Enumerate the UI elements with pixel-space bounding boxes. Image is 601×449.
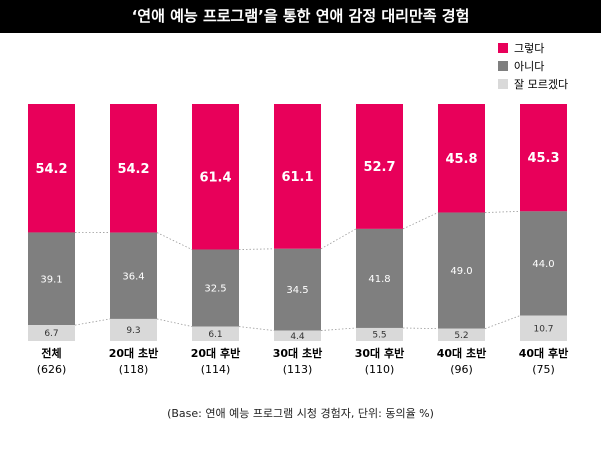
connector-lines bbox=[74, 210, 521, 331]
bar-segment-1-6 bbox=[520, 211, 567, 316]
bar-segment-1-2 bbox=[192, 249, 239, 327]
bar-segment-2-2 bbox=[192, 326, 239, 341]
legend-label-0: 그렇다 bbox=[514, 42, 544, 55]
x-tick-base-4: (110) bbox=[365, 363, 395, 376]
value-label-2-4: 5.5 bbox=[372, 331, 386, 341]
connector-line-0-2 bbox=[238, 248, 275, 250]
bar-segment-2-3 bbox=[274, 330, 321, 341]
bar-segment-0-2 bbox=[192, 104, 239, 250]
bar-segment-1-3 bbox=[274, 248, 321, 331]
connector-line-1-1 bbox=[156, 318, 193, 327]
value-label-0-1: 54.2 bbox=[117, 162, 149, 177]
bars-group bbox=[28, 104, 567, 341]
value-label-1-0: 39.1 bbox=[40, 274, 62, 285]
bar-segment-2-6 bbox=[520, 315, 567, 341]
connector-line-0-1 bbox=[156, 232, 193, 250]
connector-line-0-3 bbox=[320, 228, 357, 250]
x-tick-label-4: 30대 후반 bbox=[355, 346, 405, 360]
bar-segment-0-4 bbox=[356, 104, 403, 229]
x-axis-labels: 전체 (626) 20대 초반 (118) 20대 후반 (114) 30대 초반 (113)… bbox=[37, 346, 569, 376]
value-label-0-5: 45.8 bbox=[445, 152, 477, 167]
value-label-0-2: 61.4 bbox=[199, 170, 231, 185]
value-label-1-4: 41.8 bbox=[368, 274, 390, 285]
value-label-1-5: 49.0 bbox=[450, 266, 472, 277]
x-tick-base-2: (114) bbox=[201, 363, 231, 376]
connector-line-1-2 bbox=[238, 326, 275, 331]
value-labels: 54.2 39.1 6.7 54.2 36.4 9.3 61.4 32.5 6.1 61.1 34.… bbox=[35, 151, 559, 342]
bar-segment-0-1 bbox=[110, 104, 157, 233]
bar-segment-0-3 bbox=[274, 104, 321, 249]
x-tick-base-1: (118) bbox=[119, 363, 149, 376]
legend-swatch-1 bbox=[498, 61, 508, 71]
connector-line-1-5 bbox=[484, 315, 521, 330]
value-label-2-0: 6.7 bbox=[44, 329, 58, 339]
x-tick-base-3: (113) bbox=[283, 363, 313, 376]
value-label-1-2: 32.5 bbox=[204, 284, 226, 295]
value-label-2-1: 9.3 bbox=[126, 326, 140, 336]
bar-segment-1-0 bbox=[28, 232, 75, 326]
connector-line-1-4 bbox=[402, 327, 439, 330]
legend-swatch-2 bbox=[498, 79, 508, 89]
stacked-bar-chart: 54.2 39.1 6.7 54.2 36.4 9.3 61.4 32.5 6.1 61.1 34.… bbox=[28, 42, 569, 376]
bar-segment-0-5 bbox=[438, 104, 485, 213]
value-label-0-6: 45.3 bbox=[527, 151, 559, 166]
legend-label-1: 아니다 bbox=[514, 60, 544, 73]
bar-segment-2-1 bbox=[110, 318, 157, 341]
connector-line-1-3 bbox=[320, 327, 357, 331]
legend-label-2: 잘 모르겠다 bbox=[514, 78, 568, 91]
connector-line-0-5 bbox=[484, 210, 521, 213]
value-label-0-4: 52.7 bbox=[363, 160, 395, 175]
x-tick-label-6: 40대 후반 bbox=[519, 346, 569, 360]
value-label-1-6: 44.0 bbox=[532, 259, 554, 270]
x-tick-label-3: 30대 초반 bbox=[273, 346, 323, 360]
value-label-2-5: 5.2 bbox=[454, 331, 468, 341]
value-label-2-3: 4.4 bbox=[290, 332, 305, 342]
bar-segment-2-0 bbox=[28, 325, 75, 341]
value-label-2-2: 6.1 bbox=[208, 330, 222, 340]
x-tick-label-5: 40대 초반 bbox=[437, 346, 487, 360]
value-label-0-0: 54.2 bbox=[35, 162, 67, 177]
x-tick-label-0: 전체 bbox=[41, 346, 61, 360]
x-tick-label-2: 20대 후반 bbox=[191, 346, 241, 360]
bar-segment-2-5 bbox=[438, 328, 485, 341]
connector-line-0-4 bbox=[402, 212, 439, 230]
connector-line-1-0 bbox=[74, 318, 111, 326]
value-label-0-3: 61.1 bbox=[281, 170, 313, 185]
value-label-1-3: 34.5 bbox=[286, 285, 308, 296]
value-label-1-1: 36.4 bbox=[122, 271, 144, 282]
bar-segment-1-1 bbox=[110, 232, 157, 319]
bar-segment-1-5 bbox=[438, 212, 485, 329]
x-tick-base-6: (75) bbox=[532, 363, 555, 376]
value-label-2-6: 10.7 bbox=[533, 324, 553, 334]
bar-segment-1-4 bbox=[356, 228, 403, 328]
x-tick-base-0: (626) bbox=[37, 363, 67, 376]
bar-segment-0-0 bbox=[28, 104, 75, 233]
bar-segment-0-6 bbox=[520, 104, 567, 212]
bar-segment-2-4 bbox=[356, 327, 403, 341]
chart-title: ‘연애 예능 프로그램’을 통한 연애 감정 대리만족 경험 bbox=[0, 0, 601, 33]
x-tick-base-5: (96) bbox=[450, 363, 473, 376]
legend-swatch-0 bbox=[498, 43, 508, 53]
footnote: (Base: 연애 예능 프로그램 시청 경험자, 단위: 동의율 %) bbox=[167, 407, 434, 420]
x-tick-label-1: 20대 초반 bbox=[109, 346, 159, 360]
